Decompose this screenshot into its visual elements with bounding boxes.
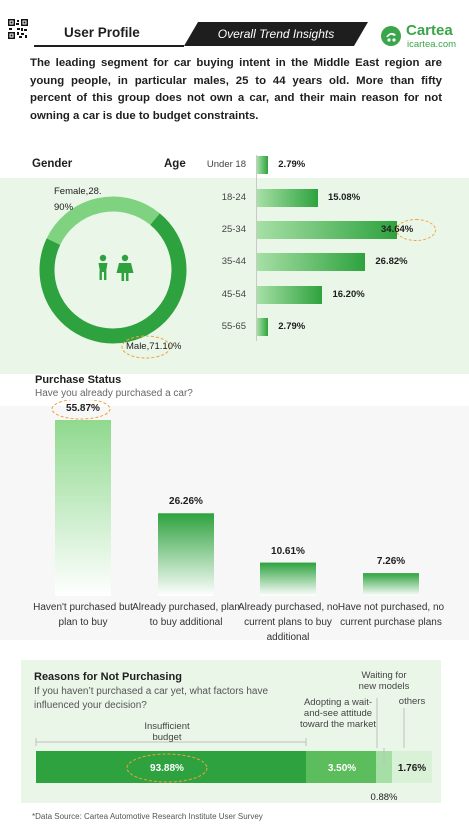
models-value: 0.88% <box>370 792 398 803</box>
age-title: Age <box>164 158 186 170</box>
purchase-bar <box>363 573 419 596</box>
title-underline <box>34 45 184 47</box>
purchase-value-label: 55.87% <box>66 403 100 414</box>
purchase-status-subtitle: Have you already purchased a car? <box>35 388 193 399</box>
purchase-status-bar-chart <box>51 400 419 596</box>
reason-segment <box>376 751 392 783</box>
male-slice-label: Male,71.10% <box>126 341 182 352</box>
purchase-category-label: Already purchased, no current plans to b… <box>237 602 339 643</box>
gender-slice-female <box>46 196 160 246</box>
female-slice-label: Female,28. 90% <box>54 186 102 213</box>
qr-code-icon[interactable] <box>8 19 28 39</box>
purchase-category-label: Already purchased, plan to buy additiona… <box>132 602 240 628</box>
female-male-people-icon <box>98 254 134 281</box>
purchase-value-label: 10.61% <box>271 545 305 557</box>
brand-name: Cartea <box>406 22 453 39</box>
budget-highlight-ring <box>126 753 208 783</box>
age-value-label: 16.20% <box>332 289 365 300</box>
purchase-bar <box>158 513 214 596</box>
others-label: others <box>398 696 426 707</box>
age-value-label: 26.82% <box>375 256 408 267</box>
purchase-value-label: 7.26% <box>376 556 406 568</box>
gender-title: Gender <box>32 158 73 170</box>
wait-label: Adopting a wait- and-see attitude toward… <box>299 697 377 730</box>
age-tick-label: Under 18 <box>206 159 246 170</box>
budget-value: 93.88% <box>150 763 184 774</box>
age-bar <box>257 253 366 271</box>
reasons-title: Reasons for Not Purchasing <box>34 671 182 683</box>
male-highlight-ring <box>121 335 171 359</box>
purchase-bar <box>260 562 316 596</box>
page-title: User Profile <box>64 25 140 40</box>
purchase-value-label: 26.26% <box>169 496 203 508</box>
purchase-category-label: Haven't purchased but plan to buy <box>33 602 133 628</box>
age-tick-label: 35-44 <box>221 256 246 267</box>
age-bar <box>257 318 269 336</box>
gender-slice-male <box>39 213 187 344</box>
age-tick-label: 55-65 <box>221 321 246 332</box>
purchase-category-label: Have not purchased, no current purchase … <box>337 602 445 628</box>
age-value-label: 2.79% <box>278 159 306 170</box>
gender-donut-chart <box>39 196 187 359</box>
budget-label: Insufficient budget <box>144 721 190 743</box>
reasons-stacked-bar-chart <box>35 698 432 783</box>
reasons-subtitle: If you haven’t purchased a car yet, what… <box>34 686 269 711</box>
models-label: Waiting for new models <box>358 670 410 692</box>
age-bar <box>257 156 269 174</box>
purchase-highlight-ring <box>51 400 111 420</box>
age-bar <box>257 286 323 304</box>
age-value-label: 15.08% <box>327 192 361 203</box>
age-highlight-ring <box>396 219 436 241</box>
banner-background <box>184 22 368 46</box>
purchase-status-title: Purchase Status <box>35 374 122 386</box>
age-bar <box>257 221 397 239</box>
age-bar <box>257 189 318 207</box>
cartea-logo-icon <box>381 26 401 46</box>
reason-segment <box>392 751 432 783</box>
others-value: 1.76% <box>397 763 427 774</box>
reason-segment <box>306 751 376 783</box>
age-tick-label: 25-34 <box>221 224 246 235</box>
reason-segment <box>36 751 306 783</box>
brand-url[interactable]: icartea.com <box>407 39 457 50</box>
age-value-label: 2.79% <box>278 321 306 332</box>
data-source-note: *Data Source: Cartea Automotive Research… <box>32 812 263 821</box>
age-axis-line <box>256 155 257 341</box>
intro-text: The leading segment for car buying inten… <box>30 57 442 122</box>
age-tick-label: 18-24 <box>221 192 246 203</box>
banner-title: Overall Trend Insights <box>217 27 335 41</box>
age-tick-label: 45-54 <box>221 289 246 300</box>
purchase-bar <box>55 420 111 596</box>
wait-value: 3.50% <box>327 763 357 774</box>
